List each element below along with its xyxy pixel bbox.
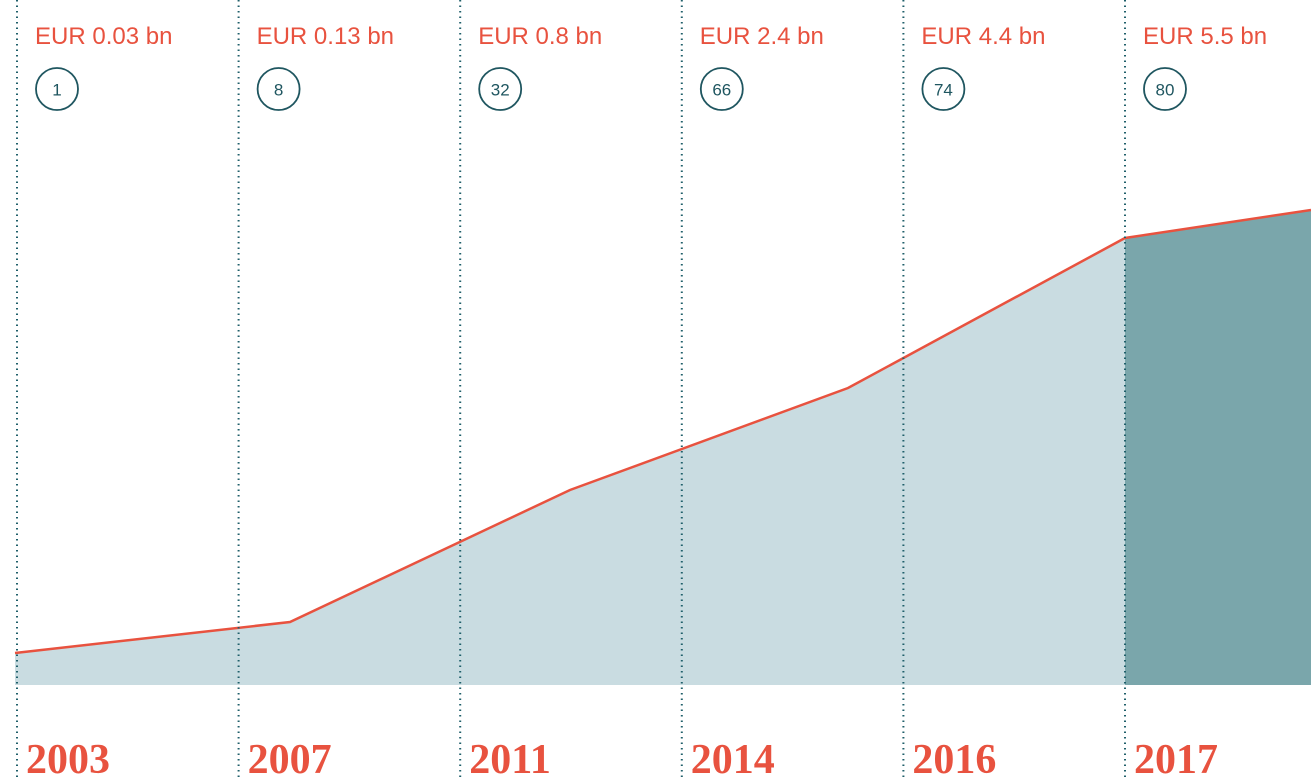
amount: EUR 0.03 bn	[35, 23, 172, 50]
count: 80	[1156, 81, 1175, 100]
count-badge	[1143, 67, 1187, 111]
count: 32	[491, 81, 510, 100]
count-badge	[699, 67, 744, 111]
count-badge	[256, 67, 301, 111]
year: 2003	[26, 737, 110, 778]
year: 2007	[248, 737, 332, 778]
year: 2017	[1134, 737, 1218, 778]
trend-line	[14, 208, 1311, 655]
count: 74	[934, 81, 953, 100]
milestones: EUR 0.03 bn 1 2003 EUR 0.13 bn 8 2007 EUR 0.8 …	[16, 0, 1267, 778]
amount: EUR 0.8 bn	[478, 23, 602, 50]
count-badge	[921, 67, 966, 111]
count: 66	[712, 81, 731, 100]
count-badge	[478, 67, 523, 111]
area-past	[15, 238, 1125, 685]
amount: EUR 5.5 bn	[1143, 23, 1267, 50]
count: 1	[52, 81, 61, 100]
amount: EUR 4.4 bn	[921, 23, 1045, 50]
year: 2016	[912, 737, 996, 778]
area-current	[1125, 210, 1311, 685]
count: 8	[274, 81, 283, 100]
amount: EUR 2.4 bn	[700, 23, 824, 50]
amount: EUR 0.13 bn	[257, 23, 394, 50]
count-badge	[35, 67, 79, 111]
year: 2011	[469, 737, 551, 778]
year: 2014	[691, 737, 775, 778]
